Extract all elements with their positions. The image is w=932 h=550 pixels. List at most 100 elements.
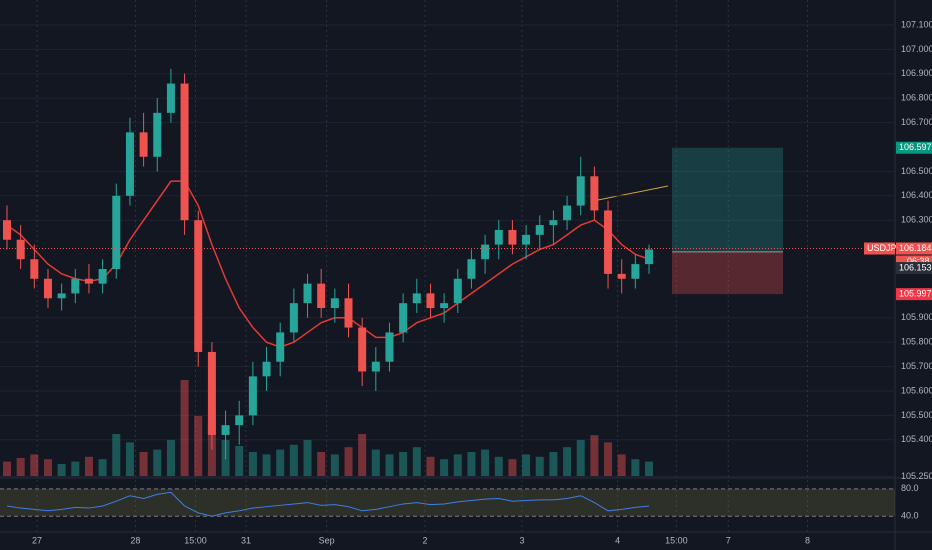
candle-body: [412, 293, 421, 304]
y-tick-label: 105.600: [901, 385, 932, 395]
last-price-badge-bg: [896, 242, 932, 255]
candle-body: [276, 332, 285, 362]
y-tick-label: 106.900: [901, 68, 932, 78]
volume-bar: [125, 442, 134, 476]
x-tick-label: 8: [805, 535, 810, 545]
countdown: 06:38: [907, 256, 930, 266]
volume-bar: [494, 456, 503, 476]
volume-bar: [645, 461, 654, 476]
volume-bar: [112, 434, 121, 476]
volume-bar: [289, 444, 298, 476]
candle-body: [371, 361, 380, 372]
volume-bar: [453, 454, 462, 476]
candle-body: [207, 351, 216, 435]
x-tick-label: 27: [32, 535, 42, 545]
candle-body: [426, 293, 435, 309]
candle-body: [248, 376, 257, 416]
target-zone: [672, 147, 783, 252]
candle-body: [645, 249, 654, 265]
volume-bar: [358, 434, 367, 476]
candle-body: [112, 195, 121, 269]
volume-bar: [563, 447, 572, 476]
candle-body: [43, 278, 52, 299]
volume-bar: [235, 446, 244, 476]
rsi-line: [6, 491, 650, 517]
volume-bar: [276, 449, 285, 476]
y-tick-label: 106.700: [901, 117, 932, 127]
y-tick-label: 106.300: [901, 215, 932, 225]
y-tick-label: 105.800: [901, 337, 932, 347]
volume-bar: [604, 442, 613, 476]
y-tick-label: 105.900: [901, 312, 932, 322]
volume-bar: [98, 459, 107, 476]
candle-body: [3, 220, 11, 240]
x-tick-label: 15:00: [184, 535, 207, 545]
candle-body: [30, 259, 39, 279]
y-tick-label: 107.000: [901, 44, 932, 54]
candle-body: [330, 298, 339, 309]
volume-bar: [43, 459, 52, 476]
candle-body: [631, 264, 640, 279]
volume-bar: [522, 454, 531, 476]
candle-body: [303, 283, 312, 304]
candle-body: [344, 298, 353, 328]
volume-bar: [262, 454, 271, 476]
target-badge-bg: [896, 141, 932, 154]
candle-body: [535, 225, 544, 235]
y-tick-label: 105.500: [901, 410, 932, 420]
last-price-badge: 106.184: [899, 243, 932, 253]
volume-bar: [399, 452, 408, 476]
bid-badge-bg: [896, 262, 932, 275]
stop-badge-bg: [896, 288, 932, 301]
volume-bar: [426, 456, 435, 476]
volume-bar: [248, 452, 257, 476]
volume-bar: [30, 454, 39, 476]
rsi-tick-label: 40.0: [901, 511, 919, 521]
volume-bar: [57, 464, 66, 476]
candle-body: [590, 176, 599, 211]
volume-bar: [371, 449, 380, 476]
y-tick-label: 106.400: [901, 190, 932, 200]
candle-body: [98, 269, 107, 284]
volume-bar: [71, 461, 80, 476]
volume-bar: [84, 456, 93, 476]
volume-bar: [590, 435, 599, 476]
candle-body: [180, 83, 189, 221]
candle-body: [262, 361, 271, 377]
volume-bar: [16, 458, 25, 476]
candle-body: [467, 259, 476, 279]
trend-line[interactable]: [597, 185, 669, 201]
candle-body: [481, 244, 490, 260]
volume-bar: [139, 452, 148, 476]
volume-bar: [467, 452, 476, 476]
candle-body: [221, 425, 230, 435]
candle-body: [139, 132, 148, 157]
candle-body: [563, 205, 572, 221]
volume-bar: [631, 459, 640, 476]
candle-body: [84, 278, 93, 284]
volume-bar: [330, 454, 339, 476]
candle-body: [71, 278, 80, 294]
candle-body: [440, 303, 449, 309]
candle-body: [125, 132, 134, 196]
volume-bar: [385, 454, 394, 476]
volume-bar: [344, 447, 353, 476]
candle-body: [166, 83, 175, 113]
candle-body: [194, 220, 203, 352]
volume-bar: [153, 449, 162, 476]
candle-body: [549, 220, 558, 226]
rsi-tick-label: 80.0: [901, 483, 919, 493]
volume-bar: [440, 459, 449, 476]
y-tick-label: 105.400: [901, 434, 932, 444]
candle-body: [16, 239, 25, 260]
x-tick-label: 2: [422, 535, 427, 545]
rsi-band: [0, 488, 895, 517]
candle-body: [153, 112, 162, 157]
stop-zone: [672, 251, 783, 295]
volume-bar: [180, 380, 189, 476]
x-tick-label: 28: [130, 535, 140, 545]
volume-bar: [535, 456, 544, 476]
